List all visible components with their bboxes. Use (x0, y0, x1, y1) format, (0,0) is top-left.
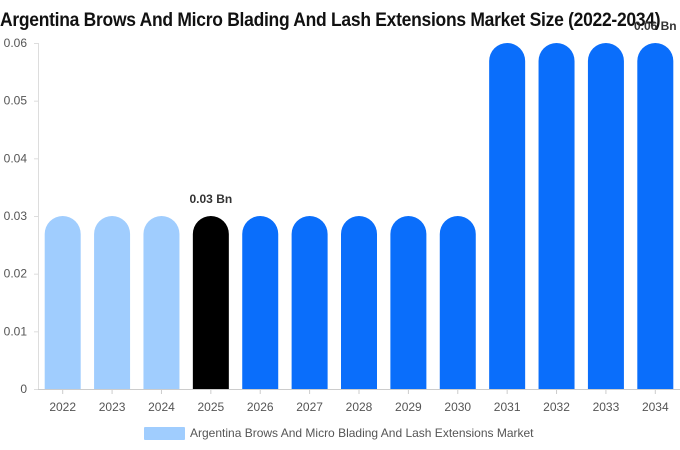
bar-2031[interactable] (489, 42, 526, 389)
x-tick-label: 2032 (543, 400, 570, 414)
y-tick-label: 0.06 (4, 36, 28, 50)
x-tick-label: 2025 (197, 400, 224, 414)
chart-title: Argentina Brows And Micro Blading And La… (0, 10, 661, 31)
legend-swatch (144, 427, 185, 440)
y-tick-label: 0 (20, 382, 27, 396)
bar-2034[interactable] (637, 43, 674, 389)
bar-2027[interactable] (291, 216, 328, 389)
y-tick-label: 0.03 (4, 209, 28, 223)
y-axis: 0 0.01 0.02 0.03 0.04 0.05 0.06 (4, 36, 38, 396)
x-tick-label: 2029 (395, 400, 422, 414)
x-tick-label: 2033 (593, 400, 620, 414)
bar-2022[interactable] (44, 216, 81, 389)
legend[interactable]: Argentina Brows And Micro Blading And La… (144, 426, 534, 440)
y-tick-label: 0.02 (4, 267, 28, 281)
bar-2032[interactable] (538, 43, 575, 389)
y-tick-label: 0.01 (4, 324, 28, 338)
bar-2030[interactable] (439, 216, 476, 389)
bar-2028[interactable] (341, 216, 377, 389)
x-tick-label: 2022 (49, 400, 76, 414)
data-label-2034: 0.06 Bn (634, 19, 677, 33)
bars-group (44, 42, 674, 389)
x-axis: 2022 2023 2024 2025 2026 2027 2028 2029 2030 2031… (49, 389, 669, 414)
bar-2029[interactable] (390, 216, 427, 389)
legend-label: Argentina Brows And Micro Blading And La… (190, 426, 534, 440)
data-label-2025: 0.03 Bn (190, 192, 233, 206)
bar-2024[interactable] (143, 216, 180, 389)
x-tick-label: 2026 (247, 400, 274, 414)
bar-2026[interactable] (242, 216, 279, 389)
y-tick-label: 0.04 (4, 151, 28, 165)
bar-2025[interactable] (192, 216, 229, 389)
data-labels: 0.03 Bn 0.06 Bn (190, 19, 677, 206)
bar-2023[interactable] (94, 216, 131, 389)
x-tick-label: 2023 (99, 400, 126, 414)
x-tick-label: 2031 (494, 400, 521, 414)
bar-2033[interactable] (587, 43, 624, 389)
x-tick-label: 2030 (444, 400, 471, 414)
x-tick-label: 2027 (296, 400, 323, 414)
y-tick-label: 0.05 (4, 94, 28, 108)
x-tick-label: 2034 (642, 400, 669, 414)
x-tick-label: 2024 (148, 400, 175, 414)
x-tick-label: 2028 (346, 400, 373, 414)
